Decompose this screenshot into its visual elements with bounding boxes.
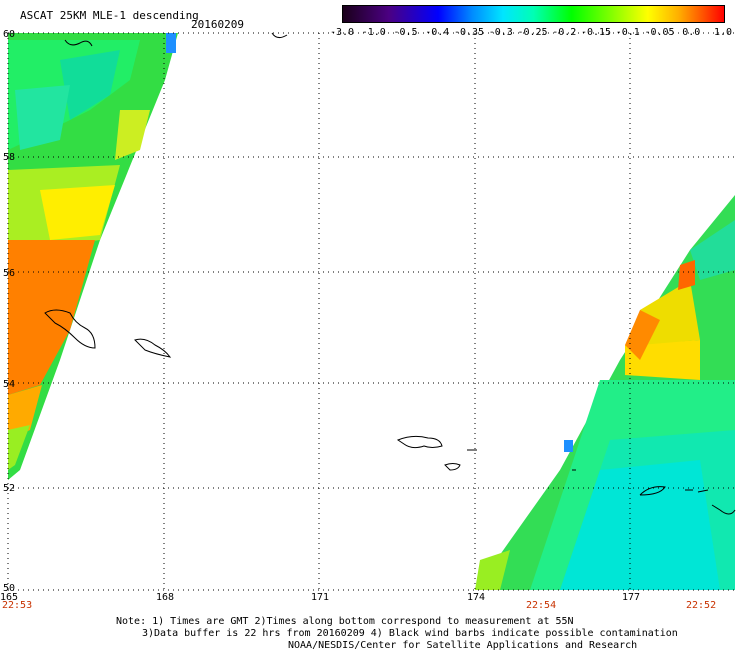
latitude-label: 58 [3, 152, 15, 163]
colorbar-tick: -0.5 [393, 27, 418, 38]
product-date: 20160209 [191, 18, 244, 31]
longitude-label: 171 [311, 592, 329, 603]
footnotes: Note: 1) Times are GMT 2)Times along bot… [116, 616, 678, 652]
colorbar-tick: 0.0 [682, 27, 701, 38]
latitude-label: 56 [3, 268, 15, 279]
colorbar [342, 5, 725, 23]
colorbar-tick: -0.3 [488, 27, 513, 38]
eastern-swath [475, 195, 735, 590]
colorbar-tick: -3.0 [329, 27, 355, 38]
longitude-label: 177 [622, 592, 640, 603]
colorbar-tick: -0.2 [552, 27, 577, 38]
time-label-middle: 22:54 [526, 600, 556, 611]
western-swath [8, 33, 178, 480]
colorbar-tick: -0.15 [580, 27, 612, 38]
latitude-label: 50 [3, 583, 15, 594]
colorbar-tick: -0.25 [517, 27, 548, 38]
product-title: ASCAT 25KM MLE-1 descending [20, 9, 199, 22]
longitude-label: 174 [467, 592, 485, 603]
colorbar-tick: -0.05 [644, 27, 675, 38]
latitude-label: 52 [3, 483, 15, 494]
coastlines [44, 32, 736, 515]
graticule [7, 32, 735, 591]
latitude-labels: 60 58 56 54 52 50 [3, 29, 15, 594]
note-line-1: Note: 1) Times are GMT 2)Times along bot… [116, 616, 574, 627]
note-line-2: 3)Data buffer is 22 hrs from 20160209 4)… [142, 628, 678, 639]
longitude-labels: 165 168 171 174 177 [0, 592, 640, 603]
latitude-label: 60 [3, 29, 15, 40]
time-label-left: 22:53 [2, 600, 32, 611]
time-label-right: 22:52 [686, 600, 716, 611]
colorbar-tick: -0.4 [425, 27, 450, 38]
colorbar-tick: -0.1 [615, 27, 640, 38]
longitude-label: 168 [156, 592, 174, 603]
note-line-3: NOAA/NESDIS/Center for Satellite Applica… [288, 640, 638, 651]
longitude-label: 165 [0, 592, 18, 603]
latitude-label: 54 [3, 379, 15, 390]
